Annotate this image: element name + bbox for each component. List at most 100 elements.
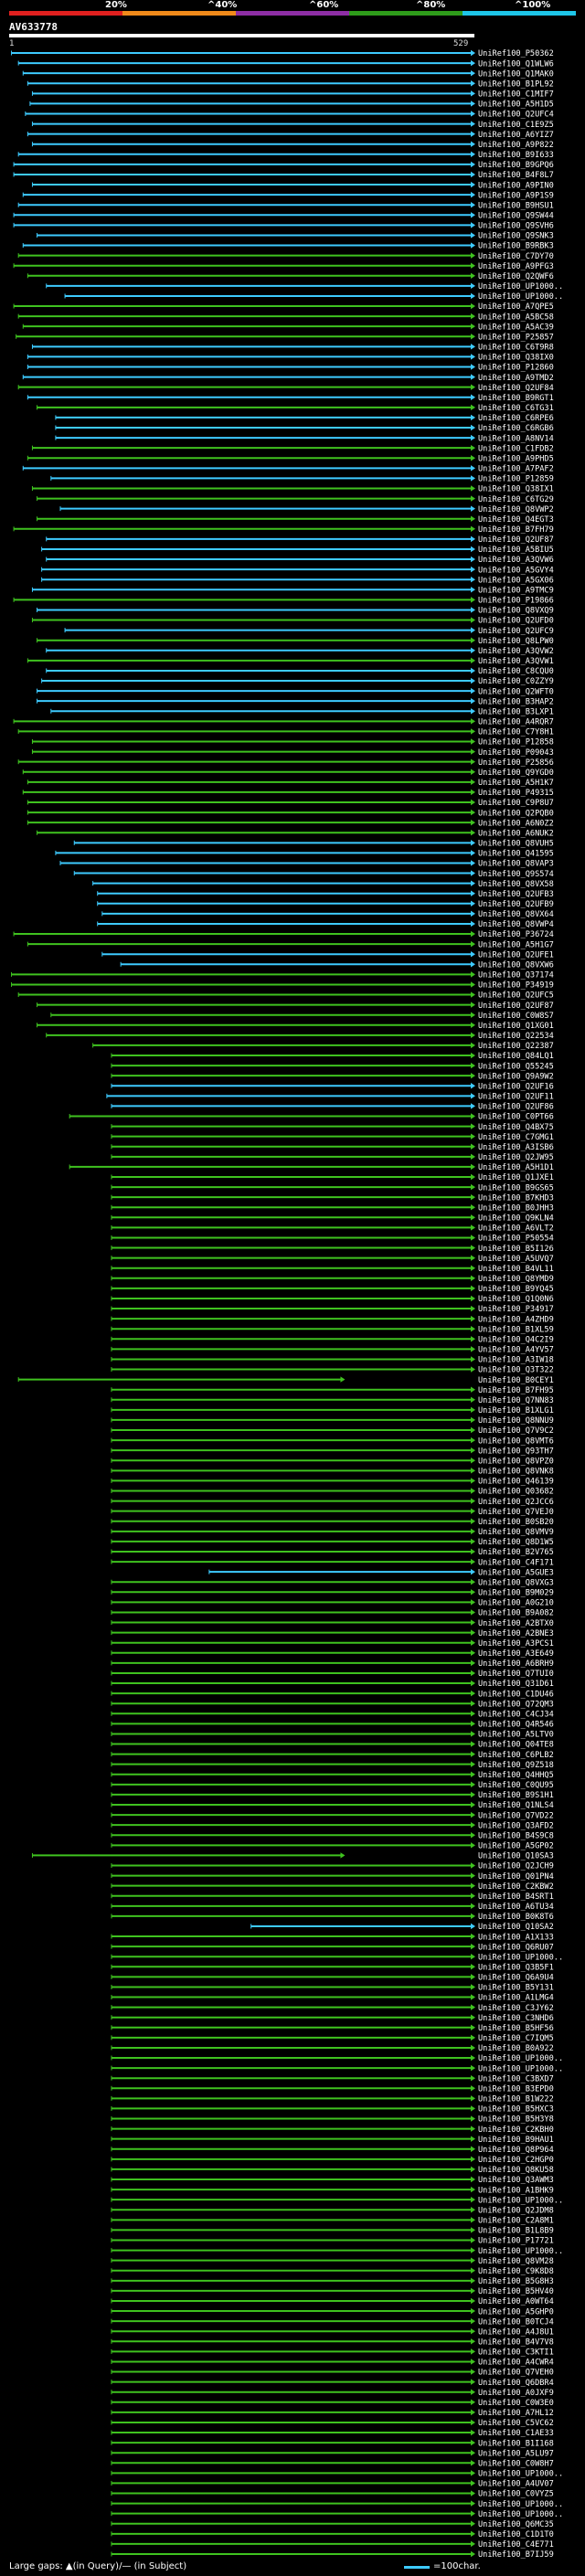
- hit-label[interactable]: UniRef100_Q9Z518: [478, 1761, 554, 1770]
- hit-row[interactable]: UniRef100_B7FH79: [13, 525, 554, 535]
- hit-label[interactable]: UniRef100_B5I126: [478, 1245, 554, 1254]
- hit-label[interactable]: UniRef100_C0VYZ5: [478, 2490, 554, 2499]
- hit-label[interactable]: UniRef100_A5H1G7: [478, 940, 554, 949]
- hit-label[interactable]: UniRef100_Q8VMT6: [478, 1436, 554, 1446]
- hit-row[interactable]: UniRef100_Q31D61: [111, 1680, 554, 1689]
- hit-label[interactable]: UniRef100_A5H1D1: [478, 1163, 554, 1172]
- hit-label[interactable]: UniRef100_Q3B5F1: [478, 1964, 554, 1973]
- hit-row[interactable]: UniRef100_Q72QM3: [111, 1700, 554, 1709]
- hit-label[interactable]: UniRef100_Q01PN4: [478, 1872, 554, 1882]
- hit-label[interactable]: UniRef100_C3JY62: [478, 2004, 554, 2013]
- hit-row[interactable]: UniRef100_Q2QWF6: [27, 272, 554, 281]
- hit-row[interactable]: UniRef100_B3LXP1: [50, 707, 554, 716]
- hit-row[interactable]: UniRef100_C2A8M1: [111, 2217, 554, 2226]
- hit-label[interactable]: UniRef100_Q1WLW6: [478, 59, 554, 69]
- hit-row[interactable]: UniRef100_Q2UF87: [46, 535, 554, 545]
- hit-row[interactable]: UniRef100_P34919: [11, 981, 554, 991]
- hit-row[interactable]: UniRef100_C0W8H7: [111, 2459, 554, 2468]
- hit-label[interactable]: UniRef100_A4ZHD9: [478, 1315, 554, 1324]
- hit-row[interactable]: UniRef100_C2KBW2: [111, 1882, 554, 1892]
- hit-row[interactable]: UniRef100_UP1000..: [111, 2247, 563, 2256]
- hit-label[interactable]: UniRef100_B9HSU1: [478, 201, 554, 210]
- hit-row[interactable]: UniRef100_Q8LPW0: [37, 637, 554, 646]
- hit-label[interactable]: UniRef100_UP1000..: [478, 292, 563, 302]
- hit-row[interactable]: UniRef100_Q1JXE1: [111, 1173, 554, 1182]
- hit-row[interactable]: UniRef100_Q46139: [111, 1478, 554, 1487]
- hit-row[interactable]: UniRef100_Q6MC35: [111, 2520, 554, 2529]
- hit-row[interactable]: UniRef100_B2V765: [111, 1548, 554, 1557]
- hit-row[interactable]: UniRef100_B3HAP2: [37, 697, 554, 706]
- hit-label[interactable]: UniRef100_C6T9R8: [478, 344, 554, 353]
- hit-label[interactable]: UniRef100_Q8VM28: [478, 2257, 554, 2266]
- hit-label[interactable]: UniRef100_B9GPQ6: [478, 161, 554, 170]
- hit-row[interactable]: UniRef100_C9P8U7: [27, 799, 554, 808]
- hit-row[interactable]: UniRef100_Q7VEJ0: [111, 1508, 554, 1517]
- hit-label[interactable]: UniRef100_A7HL12: [478, 2409, 554, 2418]
- hit-label[interactable]: UniRef100_P12860: [478, 364, 554, 373]
- hit-row[interactable]: UniRef100_A5H1K7: [27, 779, 554, 788]
- hit-label[interactable]: UniRef100_Q2JDM8: [478, 2206, 554, 2215]
- hit-label[interactable]: UniRef100_Q2UF11: [478, 1093, 554, 1102]
- hit-label[interactable]: UniRef100_Q8VX64: [478, 910, 554, 919]
- hit-row[interactable]: UniRef100_C3KTI1: [111, 2348, 554, 2358]
- hit-row[interactable]: UniRef100_UP1000..: [111, 2064, 563, 2073]
- hit-label[interactable]: UniRef100_A6N0Z2: [478, 819, 554, 828]
- hit-row[interactable]: UniRef100_Q9S574: [73, 870, 554, 879]
- hit-row[interactable]: UniRef100_C9K8D8: [111, 2267, 554, 2276]
- hit-row[interactable]: UniRef100_C0W8S7: [50, 1012, 554, 1021]
- hit-label[interactable]: UniRef100_Q9A9W2: [478, 1072, 554, 1081]
- hit-row[interactable]: UniRef100_B0SB20: [111, 1518, 554, 1527]
- hit-label[interactable]: UniRef100_P36724: [478, 930, 554, 939]
- hit-label[interactable]: UniRef100_Q72QM3: [478, 1700, 554, 1709]
- hit-row[interactable]: UniRef100_Q9A9W2: [111, 1072, 554, 1081]
- hit-label[interactable]: UniRef100_B7KHD3: [478, 1193, 554, 1203]
- hit-label[interactable]: UniRef100_C6RPE6: [478, 414, 554, 423]
- hit-label[interactable]: UniRef100_A9TMD2: [478, 374, 554, 383]
- hit-label[interactable]: UniRef100_B0K8T6: [478, 1913, 554, 1922]
- hit-label[interactable]: UniRef100_C7IQM5: [478, 2034, 554, 2043]
- hit-row[interactable]: UniRef100_A4CWR4: [111, 2359, 554, 2368]
- hit-label[interactable]: UniRef100_C7DY70: [478, 252, 554, 261]
- hit-label[interactable]: UniRef100_P25857: [478, 333, 554, 342]
- hit-row[interactable]: UniRef100_Q8VMV9: [111, 1528, 554, 1537]
- hit-row[interactable]: UniRef100_Q3B5F1: [111, 1964, 554, 1973]
- hit-row[interactable]: UniRef100_A7HL12: [111, 2409, 554, 2418]
- hit-label[interactable]: UniRef100_Q22387: [478, 1042, 554, 1051]
- hit-label[interactable]: UniRef100_Q22534: [478, 1032, 554, 1041]
- hit-row[interactable]: UniRef100_UP1000..: [64, 292, 563, 302]
- hit-row[interactable]: UniRef100_C4CJ34: [111, 1710, 554, 1719]
- hit-row[interactable]: UniRef100_B0K8T6: [111, 1913, 554, 1922]
- hit-label[interactable]: UniRef100_B7FH95: [478, 1386, 554, 1395]
- hit-label[interactable]: UniRef100_B0A922: [478, 2044, 554, 2053]
- hit-row[interactable]: UniRef100_Q4R546: [111, 1721, 554, 1730]
- hit-label[interactable]: UniRef100_A5GUE3: [478, 1568, 554, 1577]
- hit-row[interactable]: UniRef100_Q6DBR4: [111, 2379, 554, 2388]
- hit-label[interactable]: UniRef100_A5GHP0: [478, 2307, 554, 2316]
- hit-label[interactable]: UniRef100_A5GP02: [478, 1842, 554, 1851]
- hit-row[interactable]: UniRef100_Q4EGT3: [37, 515, 554, 525]
- hit-label[interactable]: UniRef100_Q4HHQ5: [478, 1771, 554, 1780]
- hit-row[interactable]: UniRef100_B7KHD3: [111, 1193, 554, 1203]
- hit-label[interactable]: UniRef100_Q6MC35: [478, 2520, 554, 2529]
- hit-row[interactable]: UniRef100_Q2JDM8: [111, 2206, 554, 2215]
- hit-row[interactable]: UniRef100_A3E649: [111, 1649, 554, 1659]
- hit-row[interactable]: UniRef100_A3IW18: [111, 1356, 554, 1365]
- hit-row[interactable]: UniRef100_A9TMD2: [22, 374, 554, 383]
- hit-row[interactable]: UniRef100_P50362: [11, 49, 554, 58]
- hit-row[interactable]: UniRef100_B5HF56: [111, 2024, 554, 2033]
- hit-row[interactable]: UniRef100_A5GP02: [111, 1842, 554, 1851]
- hit-label[interactable]: UniRef100_B1L8B9: [478, 2227, 554, 2236]
- hit-label[interactable]: UniRef100_Q8VXG3: [478, 1578, 554, 1587]
- hit-row[interactable]: UniRef100_C7GMG1: [111, 1133, 554, 1142]
- hit-row[interactable]: UniRef100_A0WT64: [111, 2297, 554, 2306]
- hit-label[interactable]: UniRef100_B4V7V8: [478, 2337, 554, 2347]
- hit-label[interactable]: UniRef100_C9K8D8: [478, 2267, 554, 2276]
- hit-row[interactable]: UniRef100_B9RGT1: [27, 394, 554, 403]
- hit-row[interactable]: UniRef100_A5LU97: [111, 2449, 554, 2458]
- hit-row[interactable]: UniRef100_C0VYZ5: [111, 2490, 554, 2499]
- hit-row[interactable]: UniRef100_A4UV07: [111, 2480, 554, 2489]
- hit-row[interactable]: UniRef100_A5H1G7: [27, 940, 554, 949]
- hit-row[interactable]: UniRef100_A5LTV0: [111, 1731, 554, 1740]
- hit-label[interactable]: UniRef100_B9M029: [478, 1589, 554, 1598]
- hit-row[interactable]: UniRef100_C6TG31: [37, 404, 554, 413]
